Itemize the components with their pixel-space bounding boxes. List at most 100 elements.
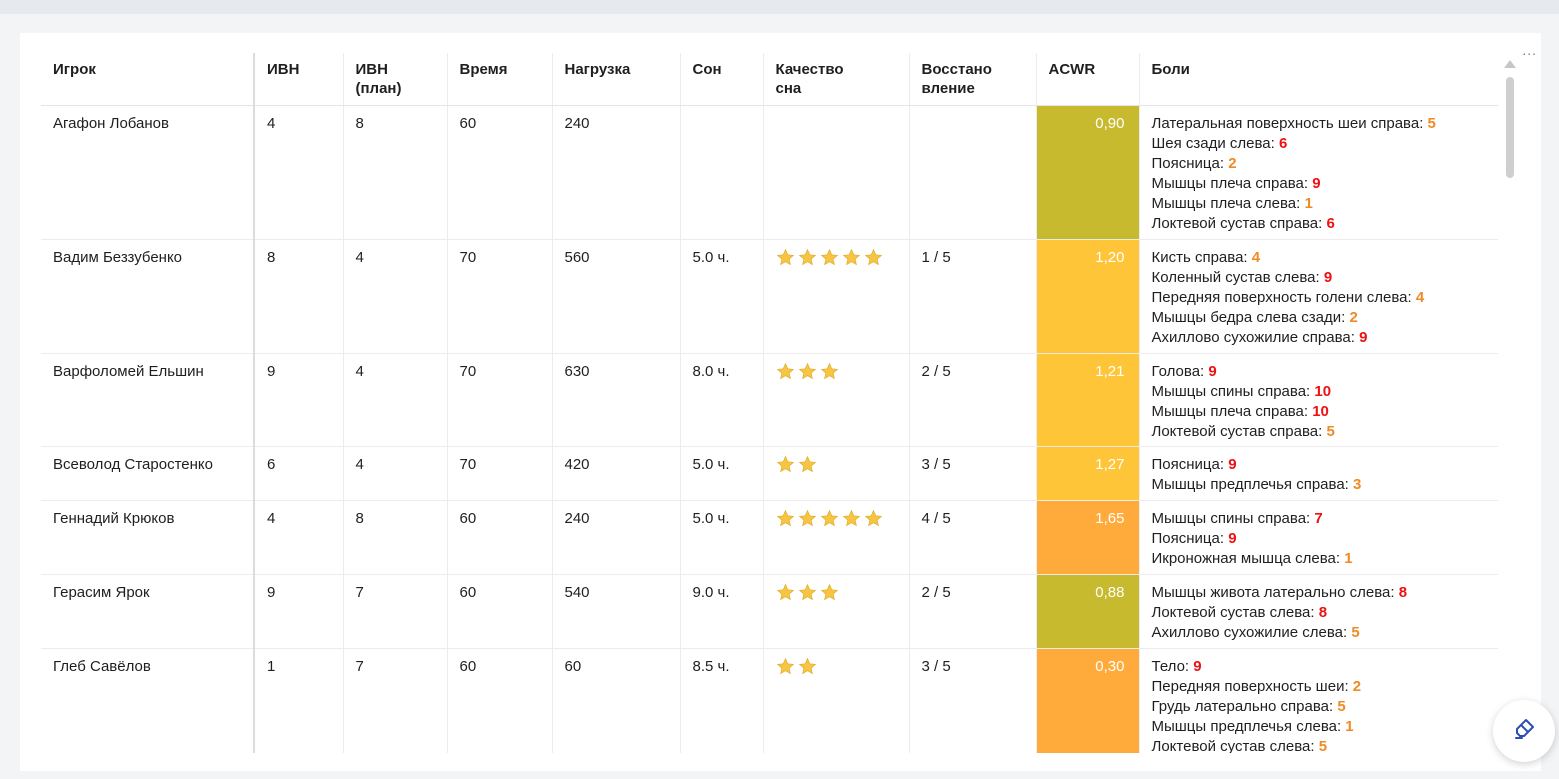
pain-label: Мышцы плеча слева:	[1151, 195, 1301, 212]
cell-sleep-quality	[763, 353, 910, 447]
pain-label: Грудь латерально справа:	[1151, 698, 1334, 715]
cell-sleep	[680, 105, 764, 240]
table-body: Агафон Лобанов 4 8 60 240 0,90 Латеральная пов…	[41, 105, 1498, 753]
pain-level: 8	[1318, 604, 1328, 621]
star-icon	[776, 509, 795, 528]
cell-sleep-quality	[763, 648, 910, 753]
pain-level: 9	[1193, 658, 1202, 675]
header-recovery[interactable]: Восстано вление	[909, 53, 1037, 106]
cell-sleep: 9.0 ч.	[680, 574, 764, 649]
scrollbar-thumb[interactable]	[1506, 77, 1514, 178]
star-icon	[798, 248, 817, 267]
pain-label: Латеральная поверхность шеи справа:	[1151, 115, 1424, 132]
sleep-quality-stars	[776, 455, 817, 474]
cell-sleep-quality	[763, 500, 910, 575]
header-pains[interactable]: Боли	[1139, 53, 1498, 106]
pain-item: Локтевой сустав слева: 5	[1152, 737, 1486, 753]
pain-item: Поясница: 9	[1152, 455, 1486, 475]
cell-player: Варфоломей Ельшин	[41, 353, 255, 447]
pain-label: Мышцы живота латерально слева:	[1151, 584, 1395, 601]
cell-recovery: 3 / 5	[909, 648, 1037, 753]
cell-recovery: 2 / 5	[909, 353, 1037, 447]
pain-level: 9	[1312, 175, 1321, 192]
pain-level: 6	[1326, 215, 1335, 232]
pain-item: Мышцы предплечья слева: 1	[1152, 717, 1486, 737]
table-row[interactable]: Геннадий Крюков 4 8 60 240 5.0 ч. 4 / 5 1,65 Мыш…	[41, 500, 1498, 575]
cell-pains: Тело: 9 Передняя поверхность шеи: 2 Грудь …	[1139, 648, 1498, 753]
table-row[interactable]: Варфоломей Ельшин 9 4 70 630 8.0 ч. 2 / 5 1,21 Г…	[41, 353, 1498, 447]
pain-item: Мышцы спины справа: 7	[1152, 509, 1486, 529]
pain-label: Локтевой сустав справа:	[1151, 215, 1323, 232]
pain-item: Передняя поверхность шеи: 2	[1152, 677, 1486, 697]
pain-level: 9	[1323, 269, 1333, 286]
players-table: Игрок ИВН ИВН (план) Время Нагрузка Сон К…	[41, 53, 1498, 753]
star-icon	[798, 583, 817, 602]
pain-label: Локтевой сустав слева:	[1151, 604, 1315, 621]
table-row[interactable]: Всеволод Старостенко 6 4 70 420 5.0 ч. 3 / 5 1,…	[41, 446, 1498, 501]
cell-sleep: 5.0 ч.	[680, 500, 764, 575]
cell-sleep: 8.0 ч.	[680, 353, 764, 447]
pain-label: Мышцы спины справа:	[1151, 510, 1311, 527]
cell-sleep-quality	[763, 446, 910, 501]
star-icon	[798, 362, 817, 381]
vertical-scrollbar[interactable]	[1504, 60, 1516, 760]
pain-level: 5	[1427, 115, 1436, 132]
cell-acwr: 0,30	[1036, 648, 1140, 753]
cell-ivn: 9	[254, 353, 344, 447]
pain-level: 1	[1345, 718, 1354, 735]
pain-level: 1	[1304, 195, 1313, 212]
star-icon	[798, 509, 817, 528]
pain-level: 4	[1415, 289, 1425, 306]
cell-load: 240	[552, 500, 681, 575]
sleep-quality-stars	[776, 657, 817, 676]
highlight-fab-button[interactable]	[1493, 700, 1555, 762]
table-row[interactable]: Вадим Беззубенко 8 4 70 560 5.0 ч. 1 / 5 1,20 Ки…	[41, 239, 1498, 354]
star-icon	[842, 248, 861, 267]
pain-level: 9	[1208, 363, 1217, 380]
cell-sleep: 5.0 ч.	[680, 239, 764, 354]
top-band	[0, 0, 1559, 14]
widget-menu-icon[interactable]: ...	[1522, 42, 1537, 58]
cell-sleep-quality	[763, 574, 910, 649]
scroll-up-arrow-icon[interactable]	[1504, 60, 1516, 68]
pain-level: 5	[1326, 423, 1335, 440]
header-ivn-plan[interactable]: ИВН (план)	[343, 53, 448, 106]
pain-label: Икроножная мышца слева:	[1151, 550, 1341, 567]
header-player[interactable]: Игрок	[41, 53, 255, 106]
cell-load: 560	[552, 239, 681, 354]
pain-label: Мышцы спины справа:	[1151, 383, 1311, 400]
star-icon	[776, 657, 795, 676]
cell-ivn-plan: 7	[343, 574, 448, 649]
pain-label: Ахиллово сухожилие справа:	[1151, 329, 1355, 346]
header-load[interactable]: Нагрузка	[552, 53, 681, 106]
table-scroll-area[interactable]: Игрок ИВН ИВН (план) Время Нагрузка Сон К…	[41, 53, 1498, 753]
pain-label: Локтевой сустав слева:	[1151, 738, 1315, 753]
header-ivn[interactable]: ИВН	[254, 53, 344, 106]
cell-pains: Мышцы спины справа: 7 Поясница: 9 Икроножн…	[1139, 500, 1498, 575]
table-row[interactable]: Глеб Савёлов 1 7 60 60 8.5 ч. 3 / 5 0,30 Тело: 9…	[41, 648, 1498, 753]
pain-level: 7	[1314, 510, 1323, 527]
pain-item: Передняя поверхность голени слева: 4	[1152, 288, 1486, 308]
pain-label: Мышцы предплечья справа:	[1151, 476, 1349, 493]
table-row[interactable]: Герасим Ярок 9 7 60 540 9.0 ч. 2 / 5 0,88 Мышцы …	[41, 574, 1498, 649]
header-sleep-quality[interactable]: Качество сна	[763, 53, 910, 106]
star-icon	[864, 248, 883, 267]
cell-recovery: 4 / 5	[909, 500, 1037, 575]
cell-acwr: 1,27	[1036, 446, 1140, 501]
pain-label: Кисть справа:	[1151, 249, 1248, 266]
header-acwr[interactable]: ACWR	[1036, 53, 1140, 106]
pain-level: 5	[1351, 624, 1360, 641]
header-sleep[interactable]: Сон	[680, 53, 764, 106]
cell-time: 70	[447, 353, 553, 447]
cell-pains: Мышцы живота латерально слева: 8 Локтевой…	[1139, 574, 1498, 649]
cell-time: 70	[447, 239, 553, 354]
pain-level: 8	[1398, 584, 1408, 601]
cell-acwr: 1,20	[1036, 239, 1140, 354]
cell-ivn-plan: 8	[343, 105, 448, 240]
pain-label: Поясница:	[1151, 155, 1225, 172]
pain-level: 5	[1337, 698, 1346, 715]
star-icon	[864, 509, 883, 528]
table-row[interactable]: Агафон Лобанов 4 8 60 240 0,90 Латеральная пов…	[41, 105, 1498, 240]
pain-label: Передняя поверхность шеи:	[1151, 678, 1349, 695]
header-time[interactable]: Время	[447, 53, 553, 106]
